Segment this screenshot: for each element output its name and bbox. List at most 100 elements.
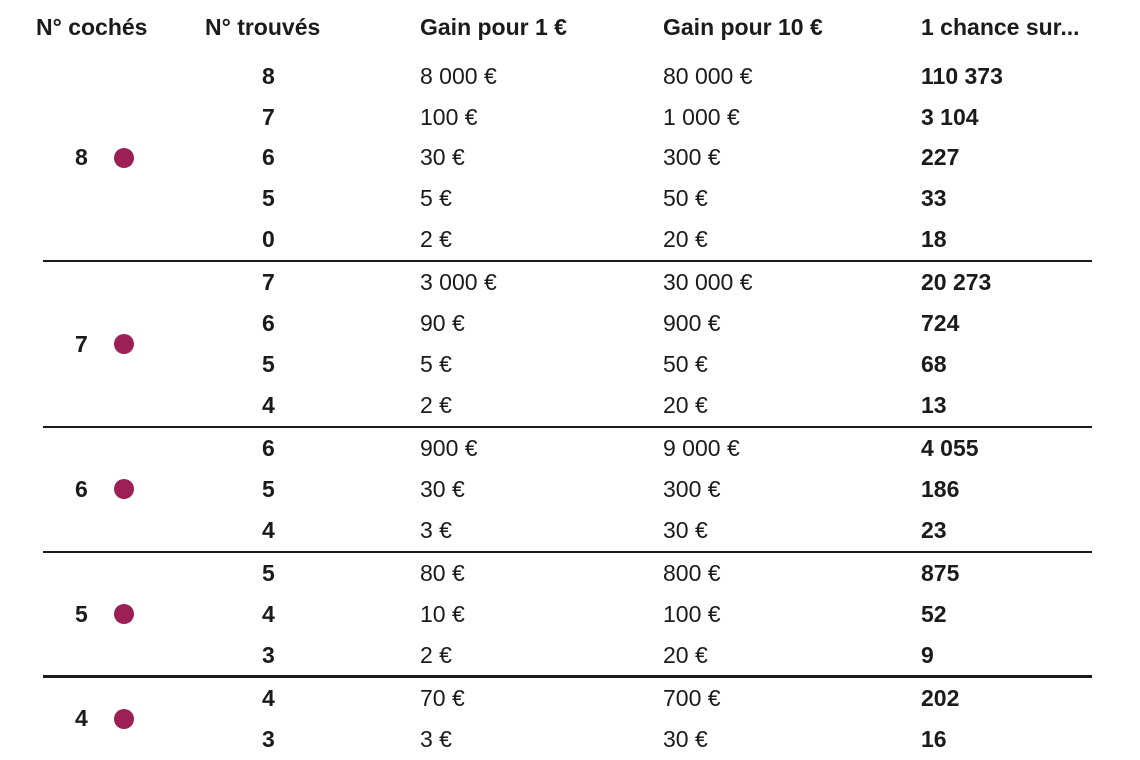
- group-dot-icon: [113, 334, 134, 355]
- cell-gain-1-euro: 90 €: [420, 310, 465, 337]
- cell-chance: 13: [921, 391, 947, 418]
- table-row: 8 8 000 € 80 000 € 110 373: [205, 56, 1140, 97]
- column-header-gain10: Gain pour 10 €: [663, 14, 823, 40]
- cell-chance: 724: [921, 310, 960, 337]
- cell-trouves: 4: [262, 391, 275, 418]
- cell-chance: 227: [921, 144, 960, 171]
- table-row: 5 5 € 50 € 68: [205, 344, 1140, 385]
- group-divider: [43, 425, 1092, 429]
- cell-trouves: 6: [262, 310, 275, 337]
- coches-count: 5: [75, 600, 88, 627]
- header-gap: [0, 42, 1140, 56]
- group-rows: 6 900 € 9 000 € 4 055 5 30 € 300 € 186 4 3 € 30 € 2…: [205, 428, 1140, 550]
- cell-gain-1-euro: 80 €: [420, 559, 465, 586]
- cell-gain-1-euro: 5 €: [420, 350, 452, 377]
- cell-gain-1-euro: 3 000 €: [420, 269, 497, 296]
- group-rows: 5 80 € 800 € 875 4 10 € 100 € 52 3 2 € 20 € 9: [205, 553, 1140, 675]
- column-header-coches: N° cochés: [36, 14, 148, 40]
- cell-gain-1-euro: 3 €: [420, 725, 452, 752]
- cell-gain-10-euro: 1 000 €: [663, 103, 740, 130]
- table-row: 7 100 € 1 000 € 3 104: [205, 97, 1140, 138]
- table-row: 4 70 € 700 € 202: [205, 678, 1140, 719]
- cell-chance: 20 273: [921, 269, 992, 296]
- cell-gain-10-euro: 800 €: [663, 559, 721, 586]
- group-rows: 8 8 000 € 80 000 € 110 373 7 100 € 1 000 € 3 10…: [205, 56, 1140, 260]
- cell-trouves: 8: [262, 62, 275, 89]
- cell-chance: 33: [921, 185, 947, 212]
- cell-gain-1-euro: 3 €: [420, 516, 452, 543]
- coches-group-5: 5 5 80 € 800 € 875 4 10 € 100 € 52 3 2 € 20 € 9: [36, 553, 1140, 675]
- cell-gain-1-euro: 2 €: [420, 641, 452, 668]
- group-dot-icon: [113, 604, 134, 625]
- cell-trouves: 7: [262, 103, 275, 130]
- table-row: 6 30 € 300 € 227: [205, 138, 1140, 179]
- cell-gain-10-euro: 300 €: [663, 475, 721, 502]
- table-row: 5 80 € 800 € 875: [205, 553, 1140, 594]
- cell-gain-10-euro: 20 €: [663, 226, 708, 253]
- cell-trouves: 5: [262, 559, 275, 586]
- cell-gain-10-euro: 20 €: [663, 391, 708, 418]
- cell-trouves: 3: [262, 641, 275, 668]
- coches-group-7: 7 7 3 000 € 30 000 € 20 273 6 90 € 900 € 724 5 5 €…: [36, 262, 1140, 425]
- cell-gain-1-euro: 5 €: [420, 185, 452, 212]
- cell-chance: 18: [921, 226, 947, 253]
- table-row: 6 900 € 9 000 € 4 055: [205, 428, 1140, 469]
- cell-gain-1-euro: 900 €: [420, 435, 478, 462]
- cell-gain-10-euro: 100 €: [663, 600, 721, 627]
- coches-group-4: 4 4 70 € 700 € 202 3 3 € 30 € 16: [36, 678, 1140, 760]
- group-label: 6: [36, 428, 205, 550]
- cell-trouves: 5: [262, 185, 275, 212]
- group-label: 8: [36, 56, 205, 260]
- cell-gain-1-euro: 2 €: [420, 391, 452, 418]
- table-row: 7 3 000 € 30 000 € 20 273: [205, 262, 1140, 303]
- coches-group-6: 6 6 900 € 9 000 € 4 055 5 30 € 300 € 186 4 3 € 30 €…: [36, 428, 1140, 550]
- group-rows: 4 70 € 700 € 202 3 3 € 30 € 16: [205, 678, 1140, 760]
- cell-gain-1-euro: 70 €: [420, 684, 465, 711]
- table-body: 8 8 8 000 € 80 000 € 110 373 7 100 € 1 000 € 3 1…: [0, 56, 1140, 760]
- cell-chance: 202: [921, 684, 960, 711]
- cell-gain-1-euro: 8 000 €: [420, 62, 497, 89]
- cell-gain-1-euro: 10 €: [420, 600, 465, 627]
- column-header-chance: 1 chance sur...: [921, 14, 1080, 40]
- cell-gain-1-euro: 2 €: [420, 226, 452, 253]
- cell-gain-10-euro: 20 €: [663, 641, 708, 668]
- cell-chance: 3 104: [921, 103, 979, 130]
- group-dot-icon: [113, 147, 134, 168]
- group-label: 7: [36, 262, 205, 425]
- cell-trouves: 7: [262, 269, 275, 296]
- table-header: N° cochés N° trouvés Gain pour 1 € Gain …: [0, 0, 1140, 42]
- table-row: 6 90 € 900 € 724: [205, 303, 1140, 344]
- cell-chance: 16: [921, 725, 947, 752]
- cell-chance: 875: [921, 559, 960, 586]
- cell-gain-10-euro: 80 000 €: [663, 62, 753, 89]
- group-label: 5: [36, 553, 205, 675]
- cell-gain-10-euro: 50 €: [663, 350, 708, 377]
- table-row: 0 2 € 20 € 18: [205, 219, 1140, 260]
- cell-trouves: 3: [262, 725, 275, 752]
- column-header-gain1: Gain pour 1 €: [420, 14, 567, 40]
- cell-gain-1-euro: 30 €: [420, 475, 465, 502]
- group-label: 4: [36, 678, 205, 760]
- cell-trouves: 5: [262, 350, 275, 377]
- group-divider: [43, 550, 1092, 554]
- group-dot-icon: [113, 708, 134, 729]
- coches-count: 8: [75, 144, 88, 171]
- cell-chance: 52: [921, 600, 947, 627]
- cell-trouves: 6: [262, 144, 275, 171]
- cell-gain-10-euro: 30 €: [663, 725, 708, 752]
- cell-gain-10-euro: 300 €: [663, 144, 721, 171]
- cell-chance: 68: [921, 350, 947, 377]
- cell-chance: 4 055: [921, 435, 979, 462]
- cell-trouves: 4: [262, 516, 275, 543]
- table-row: 4 3 € 30 € 23: [205, 510, 1140, 551]
- table-row: 3 3 € 30 € 16: [205, 719, 1140, 760]
- cell-chance: 110 373: [921, 62, 1003, 89]
- group-divider: [43, 675, 1092, 678]
- table-row: 4 10 € 100 € 52: [205, 594, 1140, 635]
- group-dot-icon: [113, 479, 134, 500]
- cell-trouves: 0: [262, 226, 275, 253]
- cell-gain-10-euro: 30 000 €: [663, 269, 753, 296]
- coches-count: 4: [75, 705, 88, 732]
